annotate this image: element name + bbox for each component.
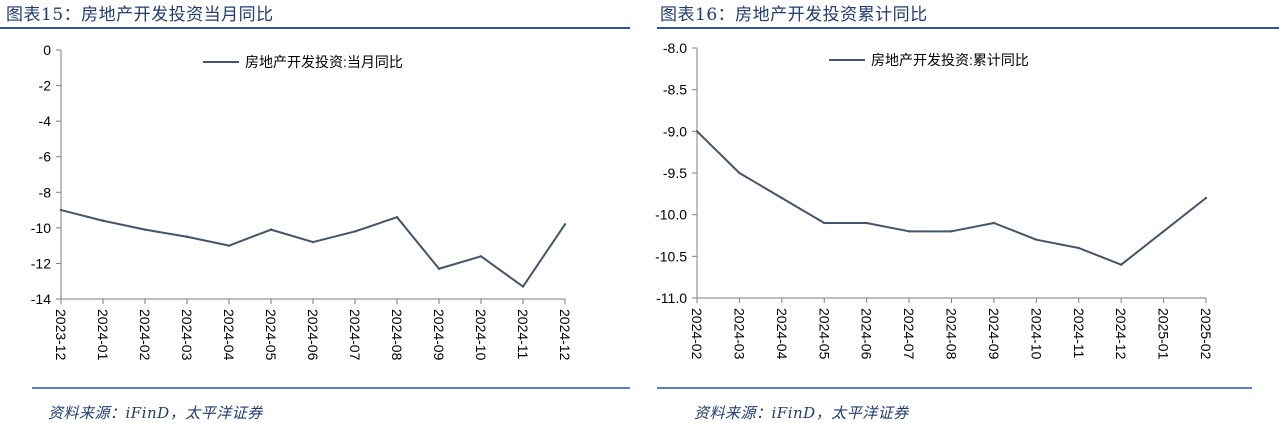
right-y-tick-label: -9.5: [663, 165, 687, 181]
right-source-rule: [657, 387, 1252, 389]
left-data-point: [269, 228, 273, 231]
right-data-point: [1204, 196, 1208, 200]
left-x-tick-label: 2024-12: [557, 309, 573, 361]
left-x-tick-label: 2024-08: [389, 309, 405, 361]
right-x-tick-label: 2024-11: [1071, 308, 1087, 359]
right-x-tick-label: 2024-10: [1028, 308, 1044, 360]
right-x-tick-label: 2024-03: [731, 308, 747, 360]
right-data-point: [865, 221, 868, 225]
right-data-point: [907, 230, 911, 233]
right-series-line: [696, 130, 1207, 266]
left-x-tick-label: 2024-03: [179, 309, 195, 361]
left-x-tick-label: 2024-07: [347, 309, 363, 361]
left-data-point: [227, 244, 231, 247]
right-x-tick-label: 2024-04: [774, 308, 790, 360]
left-source-rule: [32, 387, 630, 389]
right-x-tick-label: 2024-02: [689, 308, 705, 360]
left-y-tick-label: 0: [43, 42, 51, 58]
right-data-point: [992, 221, 996, 225]
right-x-tick-label: 2024-09: [986, 308, 1002, 360]
right-data-point: [950, 230, 953, 233]
left-data-point: [563, 223, 567, 226]
right-x-tick-label: 2025-01: [1156, 308, 1172, 360]
right-y-tick-label: -10.5: [655, 248, 687, 264]
right-data-point: [1035, 238, 1038, 241]
right-data-point: [1162, 230, 1165, 233]
right-title-rule: [657, 27, 1279, 29]
right-data-point: [780, 196, 784, 200]
right-y-tick-label: -11.0: [656, 290, 687, 306]
right-chart-title: 图表16：房地产开发投资累计同比: [660, 5, 928, 25]
left-y-tick-label: -12: [31, 255, 51, 271]
left-source-note: 资料来源：iFinD，太平洋证券: [48, 404, 263, 422]
right-source-note: 资料来源：iFinD，太平洋证券: [694, 404, 909, 422]
left-x-tick-label: 2024-09: [431, 309, 447, 361]
right-x-tick-label: 2024-07: [901, 308, 917, 360]
right-x-tick-label: 2024-12: [1113, 308, 1129, 360]
left-data-point: [353, 230, 357, 233]
left-data-point: [311, 240, 315, 244]
left-x-tick-label: 2024-11: [515, 309, 531, 360]
left-x-tick-label: 2024-05: [263, 309, 279, 361]
left-data-point: [59, 208, 63, 212]
left-data-point: [101, 219, 105, 222]
left-y-tick-label: -4: [39, 113, 52, 129]
left-x-tick-label: 2024-10: [473, 309, 489, 361]
right-data-point: [1077, 246, 1080, 250]
right-y-tick-label: -10.0: [655, 207, 687, 223]
right-y-tick-label: -9.0: [663, 123, 687, 139]
left-y-tick-label: -2: [39, 78, 52, 94]
right-data-point: [738, 171, 741, 175]
left-legend-label: 房地产开发投资:当月同比: [245, 54, 403, 70]
left-data-point: [437, 267, 441, 270]
left-x-tick-label: 2024-04: [221, 309, 237, 361]
left-y-tick-label: -8: [39, 184, 52, 200]
left-chart-title: 图表15：房地产开发投资当月同比: [6, 5, 274, 25]
left-y-tick-label: -10: [31, 220, 51, 236]
left-data-point: [185, 235, 189, 238]
left-y-tick-label: -14: [31, 291, 51, 307]
right-data-point: [823, 221, 826, 225]
left-x-tick-label: 2024-06: [305, 309, 321, 361]
right-x-tick-label: 2024-08: [944, 308, 960, 360]
left-y-tick-label: -6: [39, 149, 52, 165]
right-y-tick-label: -8.0: [663, 40, 687, 56]
right-legend-label: 房地产开发投资:累计同比: [871, 52, 1029, 68]
right-data-point: [1119, 263, 1123, 266]
right-x-tick-label: 2024-06: [859, 308, 875, 360]
right-x-tick-label: 2025-02: [1198, 308, 1214, 360]
left-x-tick-label: 2024-02: [137, 309, 153, 361]
right-data-point: [695, 130, 699, 133]
left-data-point: [395, 215, 399, 219]
left-title-rule: [0, 27, 630, 29]
right-y-tick-label: -8.5: [663, 82, 687, 98]
left-x-tick-label: 2024-01: [95, 309, 111, 361]
left-data-point: [521, 285, 525, 288]
left-data-point: [143, 228, 147, 231]
right-x-tick-label: 2024-05: [816, 308, 832, 360]
left-data-point: [479, 255, 483, 258]
left-x-tick-label: 2023-12: [53, 309, 69, 361]
